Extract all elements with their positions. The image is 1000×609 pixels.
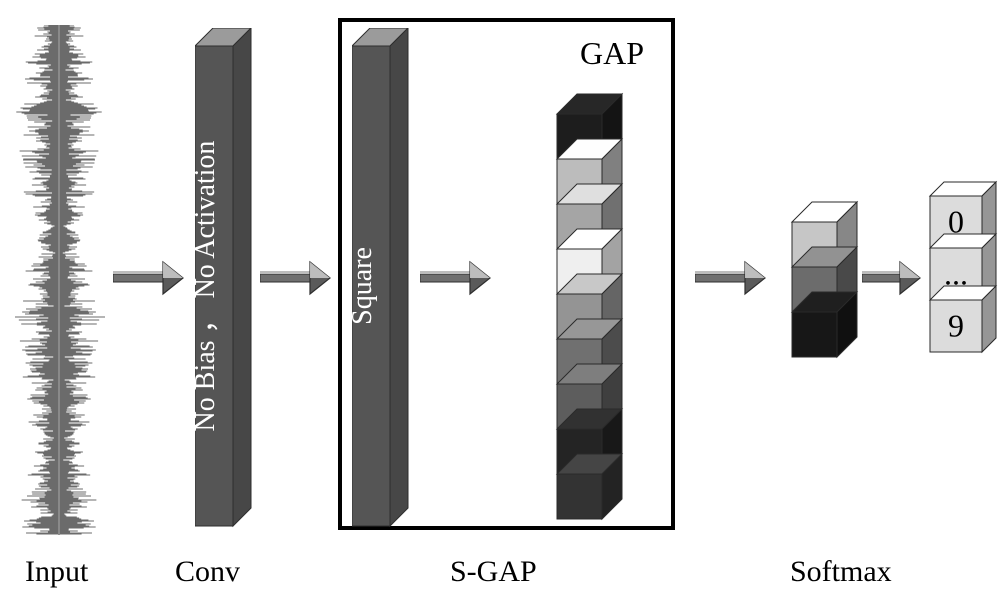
- arrow-sgap-to-softmax: [695, 258, 775, 298]
- softmax-stack: [790, 200, 870, 360]
- arrow-conv-to-sgap: [260, 258, 340, 298]
- sgap-label: S-GAP: [450, 555, 537, 589]
- conv-bar-label: No Bias ， No Activation: [195, 141, 221, 432]
- square-bar-label: Square: [352, 247, 378, 325]
- input-waveform: [15, 25, 105, 535]
- arrow-square-to-gap: [420, 258, 500, 298]
- output-stack: 0...9: [928, 180, 1000, 360]
- arrow-softmax-to-output: [862, 258, 932, 298]
- softmax-label: Softmax: [790, 555, 892, 589]
- arrow-input-to-conv: [113, 258, 193, 298]
- square-bar: Square: [352, 28, 412, 528]
- input-label: Input: [25, 555, 88, 589]
- gap-label: GAP: [580, 35, 644, 72]
- gap-stack: [555, 92, 635, 532]
- conv-label: Conv: [175, 555, 240, 589]
- conv-bar: No Bias ， No Activation: [195, 28, 255, 528]
- svg-text:9: 9: [948, 307, 964, 343]
